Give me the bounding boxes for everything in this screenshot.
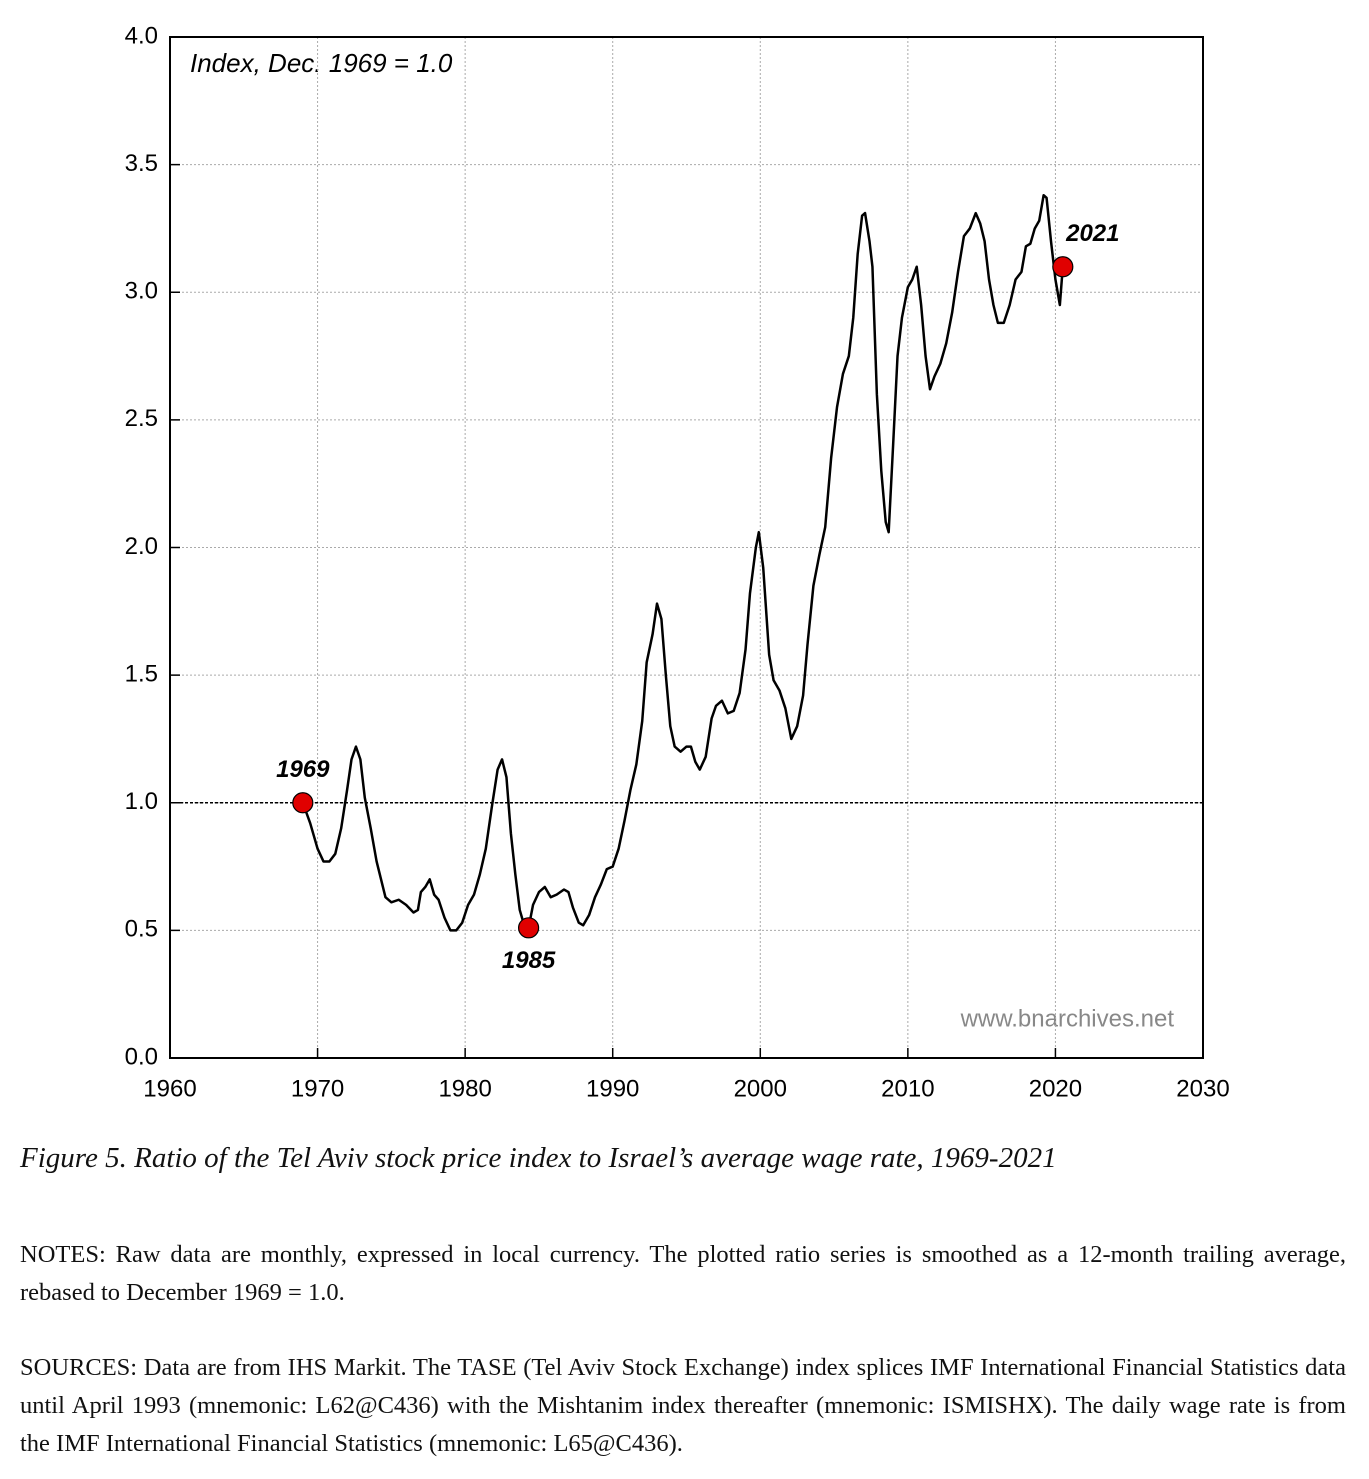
y-tick-label: 3.0 [125, 278, 158, 305]
x-tick-label: 2010 [881, 1075, 934, 1102]
marker-label: 1969 [276, 756, 330, 783]
y-tick-label: 2.0 [125, 533, 158, 560]
watermark: www.bnarchives.net [960, 1005, 1175, 1032]
y-tick-label: 1.0 [125, 788, 158, 815]
y-tick-label: 1.5 [125, 660, 158, 687]
chart: Index, Dec. 1969 = 1.0 www.bnarchives.ne… [125, 22, 1230, 1102]
sources: SOURCES: Data are from IHS Markit. The T… [20, 1354, 1346, 1457]
y-tick-label: 0.5 [125, 916, 158, 943]
x-tick-label: 2030 [1176, 1075, 1229, 1102]
series-line [301, 194, 1065, 932]
x-tick-label: 1990 [586, 1075, 639, 1102]
marker-label: 2021 [1065, 220, 1119, 247]
y-tick-label: 4.0 [125, 22, 158, 49]
y-tick-label: 2.5 [125, 405, 158, 432]
index-annotation: Index, Dec. 1969 = 1.0 [190, 48, 453, 78]
marker-label: 1985 [502, 947, 556, 974]
y-tick-label: 0.0 [125, 1043, 158, 1070]
x-tick-label: 1970 [291, 1075, 344, 1102]
plot-frame [169, 36, 1204, 1059]
x-tick-label: 1980 [438, 1075, 491, 1102]
marker [292, 792, 314, 814]
y-tick-label: 3.5 [125, 150, 158, 177]
x-tick-label: 2000 [734, 1075, 787, 1102]
x-tick-label: 1960 [143, 1075, 196, 1102]
notes: NOTES: Raw data are monthly, expressed i… [20, 1241, 1346, 1306]
x-tick-label: 2020 [1029, 1075, 1082, 1102]
marker [1052, 256, 1074, 278]
marker [517, 917, 540, 939]
caption: Figure 5. Ratio of the Tel Aviv stock pr… [20, 1142, 1057, 1174]
